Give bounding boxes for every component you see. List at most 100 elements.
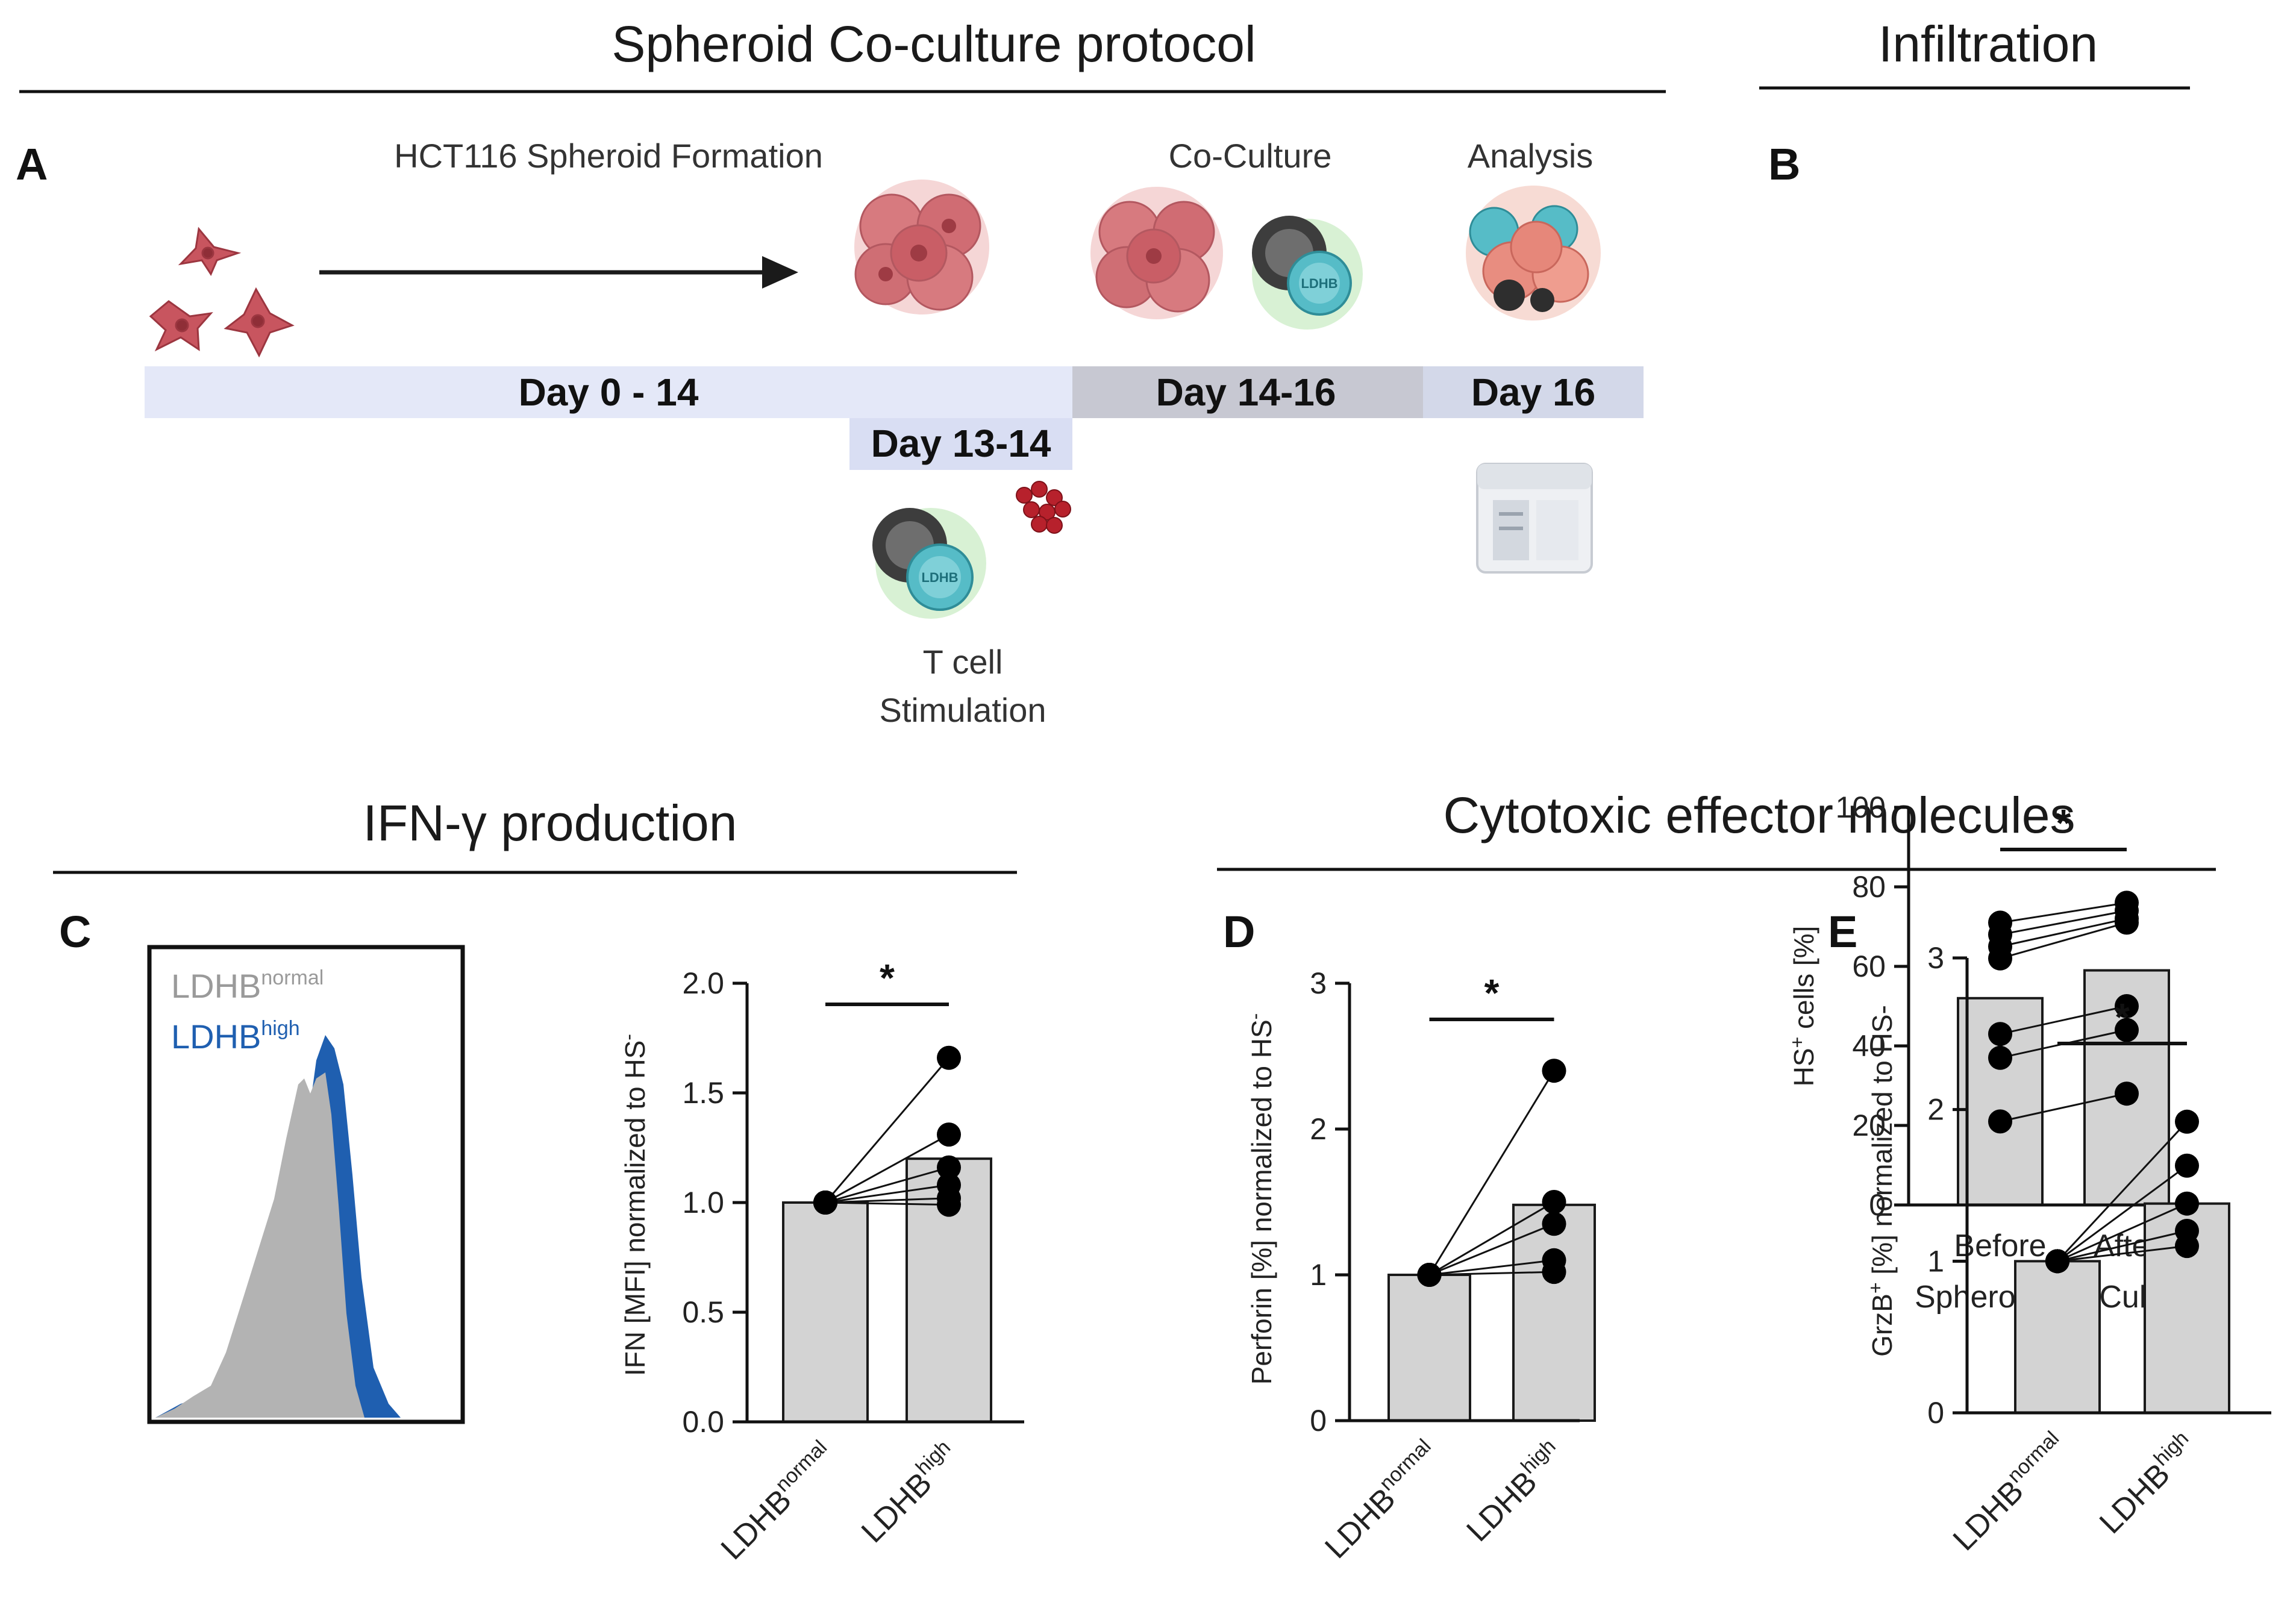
y-tick-label-e-1: 1 <box>1927 1244 1944 1278</box>
y-tick-label-e-2: 2 <box>1927 1093 1944 1127</box>
category-label-sup-c-0: normal <box>771 1436 831 1496</box>
stimulated-t-cell-icon: LDHB <box>872 508 986 619</box>
category-label-c-0: LDHBnormal <box>712 1436 843 1566</box>
point-b-after-6 <box>2115 1081 2139 1106</box>
bar-c-0 <box>782 1201 869 1423</box>
pair-line-c-5 <box>825 1201 949 1206</box>
chart-panel-e-grzb: 0 1 2 3 GrzB+ [%] normalized to HS- * LDHBnorm… <box>1865 941 2271 1557</box>
y-axis-title-sup-e: + <box>1865 1282 1886 1294</box>
y-tick-label-d-3: 3 <box>1310 966 1327 1000</box>
bar-e-0 <box>2014 1260 2101 1414</box>
pair-line-c-2 <box>825 1166 949 1204</box>
point-b-before-3 <box>1988 946 2012 971</box>
y-axis-title-base-d: Perforin [%] normalized to HS <box>1246 1019 1277 1385</box>
y-tick-label-b-4: 80 <box>1852 870 1886 904</box>
pair-line-b-1 <box>2000 910 2127 936</box>
y-axis-title-b: HS+ cells [%] <box>1786 926 1819 1087</box>
panel-letter-b: B <box>1768 139 1800 189</box>
y-axis-title-c: IFN [MFI] normalized to HS- <box>618 1034 651 1376</box>
point-d-after-4 <box>1542 1260 1566 1284</box>
pair-line-e-0 <box>2056 1121 2188 1262</box>
point-d-after-1 <box>1542 1190 1566 1214</box>
y-tick-label-d-1: 1 <box>1310 1258 1327 1292</box>
bar-d-1 <box>1512 1203 1596 1422</box>
point-b-before-5 <box>1988 1045 2012 1070</box>
pair-line-c-0 <box>824 1057 950 1203</box>
ifn-histogram: LDHBnormal LDHBhigh <box>147 945 465 1424</box>
chart-panel-c-ifn-mfi: 0.0 0.5 1.0 1.5 2.0 IFN [MFI] normalized to H… <box>618 956 1024 1566</box>
pair-line-b-4 <box>2000 1005 2127 1035</box>
category-label-c-1: LDHBhigh <box>852 1436 966 1550</box>
spheroid-icon <box>854 180 989 314</box>
flow-cytometer-icon <box>1476 463 1593 574</box>
y-tick-label-d-2: 2 <box>1310 1112 1327 1146</box>
category-label-e-1: LDHBhigh <box>2091 1427 2204 1541</box>
pair-line-d-4 <box>1429 1271 1554 1276</box>
category-label-d-0: LDHBnormal <box>1316 1435 1447 1565</box>
cytotoxic-title: Cytotoxic effector molecules <box>1444 787 2075 843</box>
stage-label-co-culture: Co-Culture <box>1169 137 1332 175</box>
day-label-13-14: Day 13-14 <box>871 422 1051 465</box>
point-e-before-4 <box>2045 1249 2069 1274</box>
day-label-0-14: Day 0 - 14 <box>519 371 699 414</box>
panel-letter-e: E <box>1828 907 1857 957</box>
panel-letter-a: A <box>16 139 48 189</box>
pair-line-e-2 <box>2057 1203 2188 1262</box>
point-c-after-0 <box>937 1045 961 1070</box>
panel-letter-c: C <box>59 907 91 957</box>
histogram-ldhb-normal <box>155 1072 364 1418</box>
category-label-sup-d-0: normal <box>1375 1435 1435 1495</box>
formation-arrow-icon <box>319 256 798 289</box>
y-tick-label-b-5: 100 <box>1836 790 1886 824</box>
pair-line-d-2 <box>1428 1222 1555 1276</box>
pair-line-c-4 <box>825 1197 949 1204</box>
legend-ldhb-normal: LDHBnormal <box>171 966 324 1005</box>
ifn-title: IFN-γ production <box>363 795 737 851</box>
point-b-after-3 <box>2115 910 2139 935</box>
y-tick-label-c-3: 1.5 <box>682 1076 724 1110</box>
pair-line-e-4 <box>2057 1245 2188 1262</box>
y-axis-title-base-b: HS <box>1788 1048 1819 1086</box>
protocol-diagram: HCT116 Spheroid Formation Co-Culture Ana… <box>145 137 1644 729</box>
adherent-tumor-cells-icon <box>149 227 295 358</box>
point-d-after-0 <box>1542 1059 1566 1083</box>
point-e-after-0 <box>2175 1109 2199 1134</box>
y-axis-title-d: Perforin [%] normalized to HS- <box>1244 1013 1277 1385</box>
y-axis-title-rest-b: cells [%] <box>1788 926 1819 1037</box>
pair-line-e-3 <box>2057 1230 2188 1262</box>
bar-d-0 <box>1387 1274 1471 1422</box>
timeline-bar-day13-14 <box>849 418 1072 470</box>
pair-line-b-2 <box>2000 918 2127 948</box>
chart-panel-d-perforin: 0 1 2 3 Perforin [%] normalized to HS- * LDHBn… <box>1244 966 1596 1565</box>
y-axis-title-base-e: GrzB <box>1866 1294 1898 1357</box>
point-c-before-5 <box>813 1191 837 1215</box>
y-tick-label-c-0: 0.0 <box>682 1405 724 1439</box>
y-tick-label-b-2: 40 <box>1852 1029 1886 1063</box>
pair-line-c-1 <box>825 1133 949 1204</box>
pair-line-d-0 <box>1428 1070 1555 1275</box>
pair-line-d-1 <box>1428 1201 1555 1276</box>
protocol-title: Spheroid Co-culture protocol <box>612 16 1256 72</box>
point-c-after-5 <box>937 1192 961 1217</box>
significance-star-c: * <box>880 956 895 1000</box>
infiltrated-spheroid-icon <box>1466 186 1601 321</box>
y-tick-label-c-4: 2.0 <box>682 966 724 1000</box>
y-axis-title-e: GrzB+ [%] normalized to HS- <box>1865 1005 1898 1357</box>
bar-c-1 <box>906 1157 992 1423</box>
pair-line-d-3 <box>1429 1259 1554 1276</box>
point-b-after-5 <box>2115 1018 2139 1042</box>
point-b-before-6 <box>1988 1109 2012 1134</box>
category-label-e-0: LDHBnormal <box>1944 1427 2075 1557</box>
point-d-after-2 <box>1542 1212 1566 1236</box>
y-tick-label-c-1: 0.5 <box>682 1295 724 1329</box>
significance-star-e: * <box>2115 995 2130 1039</box>
pair-line-e-1 <box>2057 1165 2188 1262</box>
y-tick-label-e-3: 3 <box>1927 941 1944 975</box>
timeline-bar-day14-16 <box>1072 366 1423 418</box>
stage-label-analysis: Analysis <box>1468 137 1594 175</box>
pair-line-b-3 <box>2000 921 2127 960</box>
category-label-b-0: Before <box>1954 1228 2046 1263</box>
point-d-before-4 <box>1417 1263 1442 1287</box>
infiltration-title: Infiltration <box>1878 16 2098 72</box>
